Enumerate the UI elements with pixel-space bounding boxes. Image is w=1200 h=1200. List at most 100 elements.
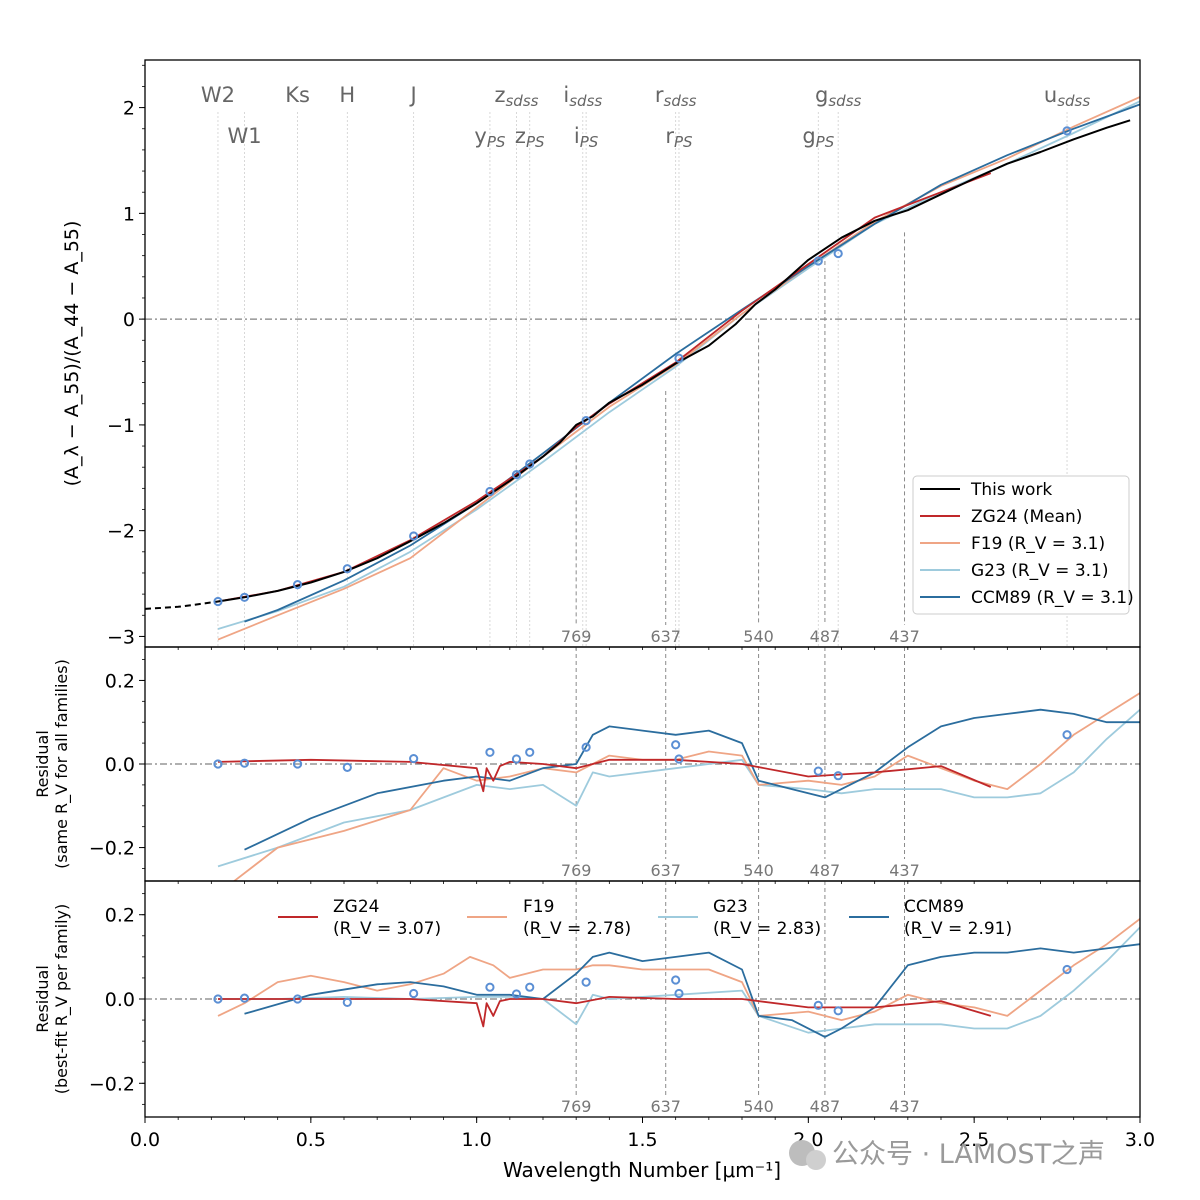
series-line-ccm89 xyxy=(244,708,1140,851)
photometric-point xyxy=(239,592,250,602)
photometric-point xyxy=(581,416,591,426)
x-tick-label: 3.0 xyxy=(1125,1129,1155,1151)
band-label-i-ps: iPS xyxy=(574,124,599,151)
wavelength-marker-label-540: 540 xyxy=(743,627,774,646)
photometric-point xyxy=(485,486,495,497)
band-label-h: H xyxy=(339,83,355,107)
band-label-z-sdss: zsdss xyxy=(494,83,538,110)
photometric-point xyxy=(581,742,591,752)
photometric-point xyxy=(525,459,535,469)
wavelength-marker-label-437: 437 xyxy=(889,861,920,880)
photometric-point xyxy=(813,256,823,266)
series-line-ccm89-r-v-3-1 xyxy=(244,103,1140,623)
photometric-point xyxy=(511,470,522,480)
y-tick-label: 2 xyxy=(123,98,135,120)
band-label-ks: Ks xyxy=(285,83,310,107)
photometric-point xyxy=(511,754,522,764)
legend-entry-ccm89: CCM89(R_V = 2.91) xyxy=(849,897,1012,939)
photometric-point xyxy=(511,989,522,999)
series-line-g23 xyxy=(217,709,1140,868)
photometric-point xyxy=(833,248,843,259)
series-line-f19 xyxy=(217,918,1140,1021)
watermark-text: 公众号 · LAMOST之声 xyxy=(832,1139,1105,1170)
wavelength-marker-label-637: 637 xyxy=(650,627,681,646)
photometric-point xyxy=(674,754,684,764)
y-tick-label: −1 xyxy=(107,415,135,437)
y-tick-label: 0 xyxy=(123,309,135,331)
wavelength-marker-label-637: 637 xyxy=(650,861,681,880)
y-tick-label: −3 xyxy=(107,626,135,648)
y-tick-label: −0.2 xyxy=(89,1073,135,1095)
photometric-point xyxy=(409,531,419,541)
legend-rv-f19: (R_V = 2.78) xyxy=(523,919,631,939)
photometric-point xyxy=(213,759,223,769)
photometric-point xyxy=(239,758,250,768)
series-line-this-work-extrapolated xyxy=(145,600,219,610)
series-line-zg24 xyxy=(217,758,992,793)
y-tick-label: 0.0 xyxy=(105,754,135,776)
photometric-point xyxy=(342,762,352,772)
x-tick-label: 2.5 xyxy=(959,1129,989,1151)
photometric-point xyxy=(671,740,681,750)
photometric-point xyxy=(833,1006,843,1016)
x-axis: 0.0 0.5 1.0 1.5 2.0 2.5 3.0 xyxy=(130,1117,1155,1151)
series-line-f19 xyxy=(232,692,1140,881)
wavelength-marker-label-637: 637 xyxy=(650,1097,681,1116)
photometric-point xyxy=(292,759,303,769)
y-tick-label: 0.0 xyxy=(105,989,135,1011)
legend-label-f19-r-v-3-1: F19 (R_V = 3.1) xyxy=(971,534,1105,554)
y-tick-label: 0.2 xyxy=(105,905,135,927)
photometric-point xyxy=(674,353,684,363)
band-label-w1: W1 xyxy=(227,124,261,148)
x-tick-label: 1.5 xyxy=(627,1129,657,1151)
photometric-point xyxy=(213,596,223,607)
legend-name-zg24: ZG24 xyxy=(333,897,379,917)
photometric-point xyxy=(813,766,823,776)
series-line-this-work xyxy=(217,119,1131,603)
photometric-point xyxy=(674,988,684,999)
photometric-point xyxy=(239,993,250,1003)
photometric-point xyxy=(342,997,352,1007)
legend-label-g23-r-v-3-1: G23 (R_V = 3.1) xyxy=(971,561,1109,581)
band-label-r-ps: rPS xyxy=(665,124,693,151)
photometric-point xyxy=(1062,126,1072,136)
legend-rv-ccm89: (R_V = 2.91) xyxy=(904,919,1012,939)
x-tick-label: 1.0 xyxy=(462,1129,492,1151)
band-label-r-sdss: rsdss xyxy=(655,83,697,110)
legend-name-ccm89: CCM89 xyxy=(904,897,964,917)
photometric-point xyxy=(485,747,495,757)
watermark: 公众号 · LAMOST之声 xyxy=(789,1139,1105,1170)
wavelength-marker-label-540: 540 xyxy=(743,861,774,880)
photometric-point xyxy=(1062,964,1072,975)
photometric-point xyxy=(525,747,535,757)
wavelength-marker-label-487: 487 xyxy=(810,627,841,646)
legend-entry-g23: G23(R_V = 2.83) xyxy=(658,897,821,939)
band-label-u-sdss: usdss xyxy=(1044,83,1090,110)
band-label-j: J xyxy=(409,83,417,107)
y-tick-label: 1 xyxy=(123,203,135,225)
photometric-point xyxy=(525,982,535,992)
x-tick-label: 0.5 xyxy=(296,1129,326,1151)
wavelength-marker-label-487: 487 xyxy=(810,1097,841,1116)
photometric-point xyxy=(213,994,223,1004)
series-line-g23 xyxy=(218,926,1140,1034)
x-tick-label: 0.0 xyxy=(130,1129,160,1151)
photometric-point xyxy=(409,753,419,764)
wavelength-marker-label-487: 487 xyxy=(810,861,841,880)
band-label-g-ps: gPS xyxy=(802,124,834,151)
wavelength-marker-label-437: 437 xyxy=(889,627,920,646)
wavelength-marker-label-769: 769 xyxy=(561,861,592,880)
wavelength-marker-label-769: 769 xyxy=(561,627,592,646)
legend-name-f19: F19 xyxy=(523,897,554,917)
legend-rv-zg24: (R_V = 3.07) xyxy=(333,919,441,939)
y-axis-label-bottom-line1: Residual xyxy=(33,965,52,1033)
legend-box xyxy=(912,475,1130,615)
y-axis-label-middle-line1: Residual xyxy=(33,730,52,798)
photometric-point xyxy=(292,994,303,1004)
wavelength-marker-label-540: 540 xyxy=(743,1097,774,1116)
legend-label-this-work: This work xyxy=(970,480,1052,500)
wavelength-marker-label-769: 769 xyxy=(561,1097,592,1116)
photometric-point xyxy=(1062,730,1072,740)
